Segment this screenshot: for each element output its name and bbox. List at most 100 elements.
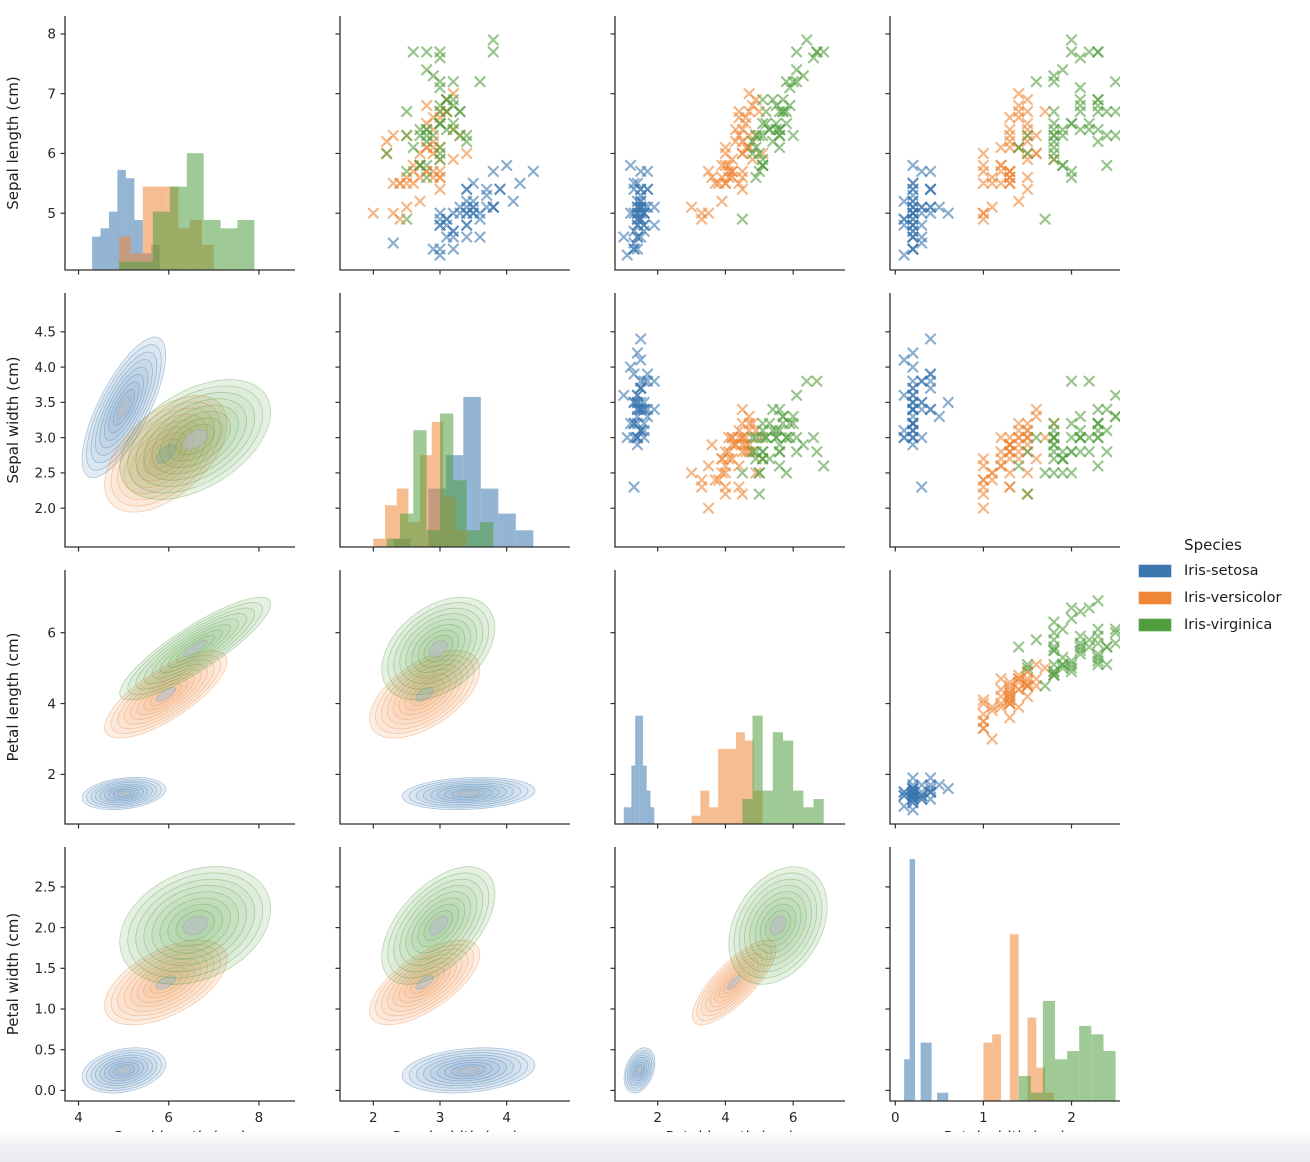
hist-bar-Iris-setosa [125,178,135,270]
x-marker [898,431,911,444]
y-tick-label: 2.0 [35,501,56,517]
x-marker [1003,445,1016,458]
x-marker [1047,123,1060,136]
y-tick-label: 5 [47,206,56,222]
x-marker [977,481,990,493]
x-marker [1074,410,1087,423]
x-marker [1021,183,1034,196]
plot-area [369,866,536,1094]
kde-core [769,915,787,936]
hist-bar-Iris-virginica [136,261,153,270]
x-marker [800,33,813,46]
x-marker [400,201,413,214]
x-marker [500,159,513,172]
scatter-Iris-virginica [380,33,500,226]
x-marker [898,786,911,799]
x-marker [722,165,735,178]
x-marker [1021,662,1034,675]
x-marker [1021,488,1034,501]
hist-bar-Iris-virginica [1079,1025,1092,1101]
legend-item-setosa: Iris-setosa [1138,563,1308,579]
x-marker [1100,445,1113,458]
x-marker [736,466,749,479]
x-marker [460,147,473,160]
x-marker [648,219,661,232]
hist-bar-Iris-setosa [926,1042,932,1101]
x-marker [1003,135,1016,148]
x-marker [743,105,756,118]
hist-bar-Iris-virginica [203,220,221,270]
x-marker [447,231,460,244]
axes-spines [339,293,570,548]
hist-bar-Iris-virginica [119,261,136,270]
x-marker [898,789,911,802]
hist-bar-Iris-setosa [646,790,651,824]
x-marker [1003,165,1016,178]
axes-spines [64,293,295,548]
x-marker [400,105,413,118]
kde-Iris-setosa [401,1047,536,1094]
hist-bar-Iris-setosa [623,807,628,824]
y-axis-label-sepal-length: Sepal length (cm) [4,76,22,210]
hist-bar-Iris-setosa [942,1092,949,1101]
x-marker [527,165,540,178]
hist-bar-Iris-virginica [426,530,440,547]
x-marker [1092,630,1104,643]
x-marker [729,123,742,136]
x-marker [1109,410,1120,423]
plot-area [369,596,536,811]
x-marker [915,165,928,178]
subplot-sepal_width-vs-sepal_width [335,293,570,552]
hist-bar-Iris-setosa [650,807,655,824]
kde-Iris-versicolor [104,650,228,739]
x-marker [766,403,779,416]
x-marker [467,207,480,220]
y-axis-label-sepal-width: Sepal width (cm) [4,356,22,484]
hist-bar-Iris-versicolor [992,1034,1001,1101]
hist-bar-Iris-virginica [186,153,204,270]
x-marker [1074,51,1087,64]
x-marker [1030,431,1043,444]
x-marker [648,403,661,416]
x-marker [474,75,486,88]
kde-core [182,429,208,450]
x-marker [1109,637,1120,650]
x-marker [1030,633,1043,646]
x-marker [494,183,506,196]
hist-bar-Iris-virginica [386,538,400,547]
axes-spines [339,570,570,825]
virginica-color-swatch [1138,618,1172,632]
x-marker [915,375,928,388]
x-marker [1109,105,1120,118]
y-tick-label: 2.0 [35,920,56,936]
x-marker [1021,171,1034,184]
plot-area [617,332,830,515]
axes-spines [614,293,845,548]
x-marker [628,396,640,409]
x-marker [454,207,466,220]
x-marker [906,347,919,359]
x-marker [1003,481,1016,493]
kde-core [457,790,480,797]
y-tick-label: 7 [47,86,56,102]
x-marker [1047,75,1060,88]
x-marker [986,733,999,745]
x-marker [1074,81,1087,94]
hist-bar-Iris-setosa [920,1042,927,1101]
x-marker [1083,640,1096,653]
x-marker [1100,105,1113,118]
x-marker [1109,129,1120,142]
x-marker [1039,466,1052,479]
y-tick-label: 4.5 [35,325,56,341]
x-marker [933,410,946,423]
kde-Iris-virginica [728,866,828,985]
x-marker [777,105,789,118]
x-marker [434,75,446,88]
x-tick-label: 6 [164,1110,173,1126]
plot-area [623,715,824,824]
x-marker [924,375,937,388]
legend: Species Iris-setosa Iris-versicolor Iris… [1138,536,1308,644]
axes-spines [64,16,295,271]
axes-spines [889,847,1120,1102]
x-marker [628,177,640,190]
